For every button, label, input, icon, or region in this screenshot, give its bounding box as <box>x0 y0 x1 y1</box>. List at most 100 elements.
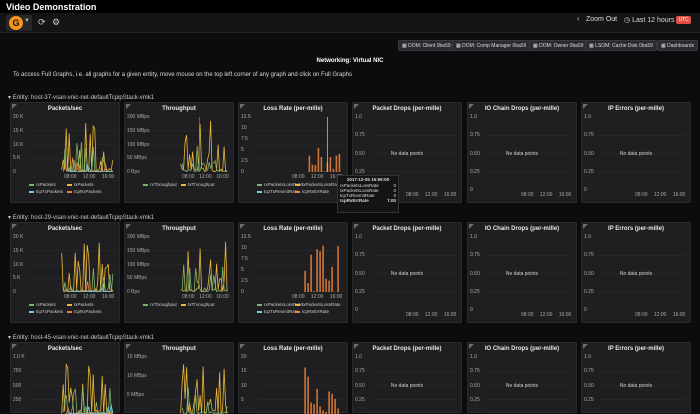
graph-canvas[interactable] <box>29 237 115 292</box>
row-header[interactable]: ▾ Entity: host-45-vsan-vnic-net-defaultT… <box>8 334 154 341</box>
panel-title[interactable]: Loss Rate (per-mille) <box>239 226 347 232</box>
graph-canvas[interactable] <box>29 357 115 414</box>
graph-canvas[interactable] <box>151 117 229 172</box>
link-dom-comp-manager[interactable]: ▦ DOM: Comp Manager 0ba59 <box>452 40 530 51</box>
legend-item[interactable]: txPacketsLossRate <box>295 302 341 307</box>
link-label: Dashboards <box>667 43 694 49</box>
panel-title[interactable]: Throughput <box>125 106 233 112</box>
legend-swatch <box>67 304 72 306</box>
legend-item[interactable]: tcpTxRexmitRate <box>257 309 299 314</box>
series-tcprxerrrate <box>337 408 339 414</box>
legend-item[interactable]: tcpTxRexmitRate <box>257 189 299 194</box>
legend-item[interactable]: txThroughput <box>181 182 215 187</box>
panel-title[interactable]: IP Errors (per-mille) <box>582 106 690 112</box>
panel-title[interactable]: Loss Rate (per-mille) <box>239 346 347 352</box>
panel-title[interactable]: Packet Drops (per-mille) <box>353 226 461 232</box>
legend-item[interactable]: txPackets <box>67 302 94 307</box>
graph-canvas[interactable] <box>151 357 229 414</box>
no-data-label: No data points <box>582 271 690 277</box>
settings-icon[interactable]: ⚙ <box>52 17 60 28</box>
x-tick-label: 08:00 <box>182 294 195 300</box>
refresh-icon[interactable]: ⟳ <box>38 17 46 28</box>
row-header[interactable]: ▾ Entity: host-37-vsan-vnic-net-defaultT… <box>8 94 154 101</box>
legend-item[interactable]: rxPackets <box>29 182 56 187</box>
legend-item[interactable]: tcpRxErrRate <box>295 309 329 314</box>
legend-item[interactable]: tcpRxPackets <box>67 189 102 194</box>
chevron-right-icon[interactable]: › <box>613 16 615 23</box>
y-tick-label: 1.0 <box>470 234 477 240</box>
series-tcprxerrrate <box>309 156 311 172</box>
x-tick-label: 08:00 <box>635 312 648 318</box>
series-tcprxerrrate <box>330 157 332 172</box>
panel-title[interactable]: Packet Drops (per-mille) <box>353 346 461 352</box>
y-tick-label: 1.0 <box>584 114 591 120</box>
graph-canvas[interactable] <box>29 117 115 172</box>
row-header[interactable]: ▾ Entity: host-29-vsan-vnic-net-defaultT… <box>8 214 154 221</box>
panel-title[interactable]: Packets/sec <box>11 226 119 232</box>
y-tick-label: 10 <box>241 125 247 131</box>
panel-title[interactable]: Loss Rate (per-mille) <box>239 106 347 112</box>
panel-title[interactable]: Packet Drops (per-mille) <box>353 106 461 112</box>
link-dom-client[interactable]: ▦ DOM: Client 0ba59 <box>398 40 455 51</box>
y-tick-label: 0.25 <box>584 289 594 295</box>
link-lsom-cache-disk[interactable]: ▦ LSOM: Cache Disk 0ba59 <box>585 40 657 51</box>
graph-canvas[interactable] <box>257 237 343 292</box>
chevron-left-icon[interactable]: ‹ <box>577 16 579 23</box>
panel-title[interactable]: IP Errors (per-mille) <box>582 346 690 352</box>
graph-canvas[interactable] <box>257 357 343 414</box>
legend-item[interactable]: tcpRxPackets <box>67 309 102 314</box>
panel-title[interactable]: Throughput <box>125 346 233 352</box>
y-tick-label: 0.75 <box>584 132 594 138</box>
legend-item[interactable]: txThroughput <box>181 302 215 307</box>
graph-canvas[interactable] <box>151 237 229 292</box>
legend-label: tcpTxPackets <box>36 189 63 194</box>
y-tick-label: 0.75 <box>470 252 480 258</box>
panel-title[interactable]: IO Chain Drops (per-mille) <box>468 226 576 232</box>
grafana-menu-button[interactable]: G ▼ <box>6 15 32 31</box>
panel-title[interactable]: Packets/sec <box>11 346 119 352</box>
y-tick-label: 1.0 <box>355 114 362 120</box>
panel-title[interactable]: Packets/sec <box>11 106 119 112</box>
panel-title[interactable]: Throughput <box>125 226 233 232</box>
x-tick-label: 16:00 <box>330 294 343 300</box>
y-tick-label: 1.0 <box>355 234 362 240</box>
link-dashboards[interactable]: ▦ Dashboards <box>657 40 698 51</box>
legend-item[interactable]: txPacketsLossRate <box>295 182 341 187</box>
y-tick-label: 2.5 <box>241 158 248 164</box>
panel-title[interactable]: IO Chain Drops (per-mille) <box>468 346 576 352</box>
legend-label: txPacketsLossRate <box>302 302 341 307</box>
link-dom-owner[interactable]: ▦ DOM: Owner 0ba59 <box>529 40 588 51</box>
legend-item[interactable]: tcpRxErrRate <box>295 189 329 194</box>
legend-label: rxPackets <box>36 302 56 307</box>
panel-title[interactable]: IP Errors (per-mille) <box>582 226 690 232</box>
series-tcprxerrrate <box>324 171 326 172</box>
legend-item[interactable]: tcpTxPackets <box>29 189 63 194</box>
graph-canvas[interactable] <box>257 117 343 172</box>
legend-item[interactable]: rxPackets <box>29 302 56 307</box>
legend-item[interactable]: rxThroughput <box>143 302 177 307</box>
legend-item[interactable]: rxThroughput <box>143 182 177 187</box>
panel-title[interactable]: IO Chain Drops (per-mille) <box>468 106 576 112</box>
legend-item[interactable]: tcpTxPackets <box>29 309 63 314</box>
legend-item[interactable]: txPackets <box>67 182 94 187</box>
legend-swatch <box>257 184 262 186</box>
y-tick-label: 0.75 <box>355 132 365 138</box>
